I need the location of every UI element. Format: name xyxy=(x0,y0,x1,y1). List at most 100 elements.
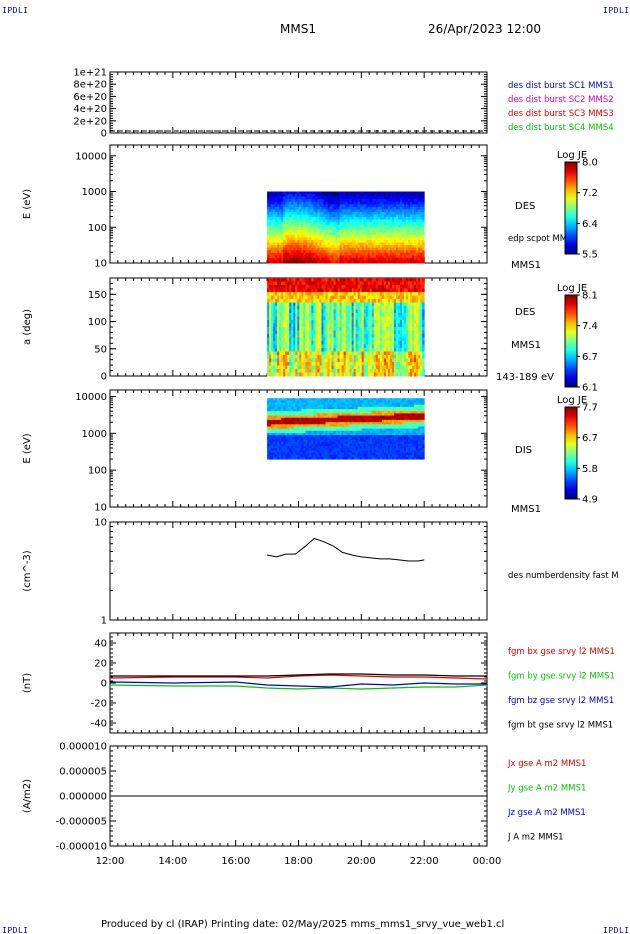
heatmap-cell xyxy=(359,255,363,259)
heatmap-cell xyxy=(420,191,423,195)
heatmap-cell xyxy=(375,245,379,249)
heatmap-cell xyxy=(349,201,353,205)
heatmap-cell xyxy=(331,362,335,366)
heatmap-cell xyxy=(400,302,403,307)
heatmap-cell xyxy=(275,334,278,338)
heatmap-cell xyxy=(359,281,363,286)
heatmap-cell xyxy=(307,327,310,331)
heatmap-cell xyxy=(361,372,365,377)
heatmap-cell xyxy=(345,257,349,261)
heatmap-cell xyxy=(365,285,369,289)
heatmap-cell xyxy=(359,330,363,335)
heatmap-cell xyxy=(315,281,318,286)
heatmap-cell xyxy=(385,365,389,370)
heatmap-cell xyxy=(269,372,272,377)
heatmap-cell xyxy=(299,196,302,200)
heatmap-cell xyxy=(323,245,326,249)
heatmap-cell xyxy=(414,234,417,238)
heatmap-cell xyxy=(355,372,359,377)
heatmap-cell xyxy=(351,369,355,373)
heatmap-cell xyxy=(406,199,409,203)
heatmap-cell xyxy=(341,362,345,366)
heatmap-cell xyxy=(416,260,419,264)
heatmap-cell xyxy=(273,219,276,223)
heatmap-cell xyxy=(393,209,397,213)
heatmap-cell xyxy=(341,194,345,198)
heatmap-cell xyxy=(269,302,272,307)
heatmap-cell xyxy=(414,330,417,335)
heatmap-cell xyxy=(299,214,302,218)
heatmap-cell xyxy=(337,224,341,228)
heatmap-cell xyxy=(267,330,270,335)
heatmap-cell xyxy=(375,196,379,200)
heatmap-cell xyxy=(331,344,335,349)
heatmap-cell xyxy=(422,299,425,303)
heatmap-cell xyxy=(287,196,290,200)
heatmap-cell xyxy=(367,250,371,254)
heatmap-cell xyxy=(345,337,349,342)
heatmap-cell xyxy=(353,327,357,331)
heatmap-cell xyxy=(327,255,331,259)
heatmap-cell xyxy=(361,214,365,218)
heatmap-cell xyxy=(383,341,387,345)
heatmap-cell xyxy=(385,237,389,241)
heatmap-cell xyxy=(277,222,280,226)
heatmap-cell xyxy=(297,316,300,321)
heatmap-cell xyxy=(327,292,331,296)
heatmap-cell xyxy=(281,292,284,296)
heatmap-cell xyxy=(313,369,316,373)
heatmap-cell xyxy=(420,323,423,328)
heatmap-cell xyxy=(279,240,282,244)
heatmap-cell xyxy=(416,199,419,203)
heatmap-cell xyxy=(351,295,355,300)
heatmap-cell xyxy=(279,323,282,328)
heatmap-cell xyxy=(406,327,409,331)
heatmap-cell xyxy=(422,237,425,241)
heatmap-cell xyxy=(359,288,363,293)
heatmap-cell xyxy=(299,309,302,314)
heatmap-cell xyxy=(391,227,395,231)
heatmap-cell xyxy=(339,217,343,221)
heatmap-cell xyxy=(347,237,351,241)
heatmap-cell xyxy=(416,288,419,293)
colorbar-tick-label: 7.2 xyxy=(582,188,598,199)
heatmap-cell xyxy=(289,224,292,228)
heatmap-cell xyxy=(412,255,415,259)
heatmap-cell xyxy=(307,323,310,328)
heatmap-cell xyxy=(299,201,302,205)
heatmap-cell xyxy=(355,194,359,198)
heatmap-cell xyxy=(385,341,389,345)
heatmap-cell xyxy=(291,199,294,203)
heatmap-cell xyxy=(303,306,306,310)
heatmap-cell xyxy=(412,334,415,338)
heatmap-cell xyxy=(293,358,296,363)
heatmap-cell xyxy=(395,341,399,345)
heatmap-cell xyxy=(309,217,312,221)
heatmap-cell xyxy=(321,211,324,215)
heatmap-cell xyxy=(271,323,274,328)
heatmap-cell xyxy=(297,209,300,213)
heatmap-cell xyxy=(323,217,326,221)
heatmap-cell xyxy=(305,278,308,282)
heatmap-cell xyxy=(408,250,411,254)
heatmap-cell xyxy=(303,245,306,249)
heatmap-cell xyxy=(333,278,337,282)
heatmap-cell xyxy=(373,330,377,335)
heatmap-cell xyxy=(367,211,371,215)
heatmap-cell xyxy=(347,199,351,203)
heatmap-cell xyxy=(299,365,302,370)
heatmap-cell xyxy=(400,295,403,300)
heatmap-cell xyxy=(404,252,407,256)
heatmap-cell xyxy=(299,229,302,233)
heatmap-cell xyxy=(311,232,314,236)
heatmap-cell xyxy=(299,250,302,254)
heatmap-cell xyxy=(321,341,324,345)
heatmap-cell xyxy=(371,245,375,249)
heatmap-cell xyxy=(331,232,335,236)
heatmap-cell xyxy=(267,257,270,261)
heatmap-cell xyxy=(307,330,310,335)
heatmap-cell xyxy=(385,224,389,228)
heatmap-cell xyxy=(389,285,393,289)
heatmap-cell xyxy=(375,191,379,195)
heatmap-cell xyxy=(361,252,365,256)
